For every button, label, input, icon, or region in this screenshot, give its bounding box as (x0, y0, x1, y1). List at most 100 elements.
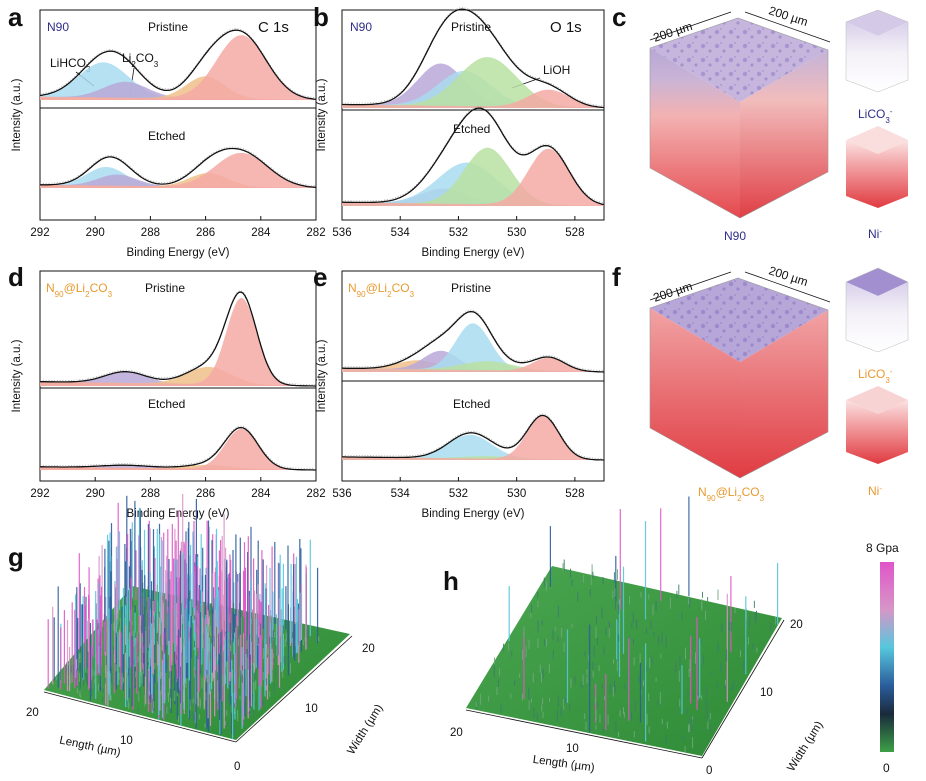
tick-label: 10 (760, 687, 773, 699)
peak-layer (342, 7, 605, 206)
x-tick-label: 290 (86, 227, 105, 239)
sample-label: N90@Li2CO3 (46, 281, 113, 299)
tick-layer: 536 534 532 530 528 (332, 477, 584, 500)
mini-top-face (846, 10, 908, 36)
colorbar: 8 Gpa 0 (866, 541, 899, 775)
tick-layer: 292 290 288 286 284 282 (30, 477, 326, 500)
mini-top-face (846, 126, 908, 154)
x-tick-label: 288 (141, 227, 160, 239)
raw-data-etched (342, 106, 605, 204)
x-axis-label: Binding Energy (eV) (127, 247, 230, 259)
peak-layer (40, 290, 316, 471)
plot-frame (39, 9, 317, 221)
tof-sims-mini-ni-coated: Ni- (846, 386, 908, 498)
sample-label: N90 (47, 20, 69, 34)
tick-label: 0 (234, 761, 240, 773)
state-label-top: Pristine (451, 20, 491, 34)
x-axis-label: Binding Energy (eV) (422, 508, 525, 520)
fit-envelope-pristine (342, 310, 605, 373)
peak-pristine-3 (342, 89, 604, 108)
x-axis-label: Binding Energy (eV) (422, 247, 525, 259)
width-axis (701, 619, 785, 759)
dimension-label: 200 µm (767, 263, 810, 289)
peak-pristine-2 (342, 57, 604, 108)
fit-envelope-etched (40, 147, 317, 189)
x-tick-label: 528 (565, 488, 584, 500)
peak-etched-1 (40, 174, 316, 188)
dimension-arrow (744, 271, 831, 303)
tof-sims-cube-n90: 200 µm 200 µm N90 (649, 3, 831, 243)
x-tick-label: 292 (30, 227, 49, 239)
cube-top-texture (650, 18, 828, 102)
cube-left-face (650, 308, 740, 478)
ion-label: LiCO3- (858, 367, 893, 385)
raw-data-pristine (39, 28, 317, 99)
mini-outline (845, 9, 909, 93)
cube-outline (649, 277, 829, 479)
peak-etched-3 (342, 148, 604, 206)
xps-plot-b: N90 Pristine O 1s LiOH Etched 536 534 532 5… (316, 7, 605, 259)
panel-label-b: b (313, 2, 329, 32)
spike-layer (47, 493, 320, 739)
x-tick-label: 530 (507, 488, 526, 500)
colorbar-min-label: 0 (883, 761, 890, 775)
tick-label: 0 (706, 765, 712, 777)
tick-label: 20 (450, 727, 463, 739)
mini-right-face (878, 400, 908, 464)
cube-caption: N90@Li2CO3 (698, 485, 765, 503)
sample-label: N90@Li2CO3 (348, 281, 415, 299)
tof-sims-cube-coated: 200 µm 200 µm N90@Li2CO3 (649, 263, 831, 503)
dimension-arrow (744, 11, 831, 43)
x-tick-label: 534 (391, 488, 411, 500)
x-tick-label: 282 (306, 227, 325, 239)
spectrum-label: O 1s (550, 19, 582, 36)
surface-base (466, 566, 782, 756)
panel-label-d: d (8, 262, 24, 292)
x-tick-label: 536 (332, 488, 351, 500)
x-tick-label: 282 (306, 488, 325, 500)
peak-etched-3 (40, 152, 316, 188)
panel-label-g: g (8, 542, 24, 572)
ion-label: Ni- (868, 227, 882, 242)
plot-frame (39, 270, 317, 482)
peak-etched-0 (342, 434, 604, 460)
x-tick-label: 284 (251, 227, 271, 239)
raw-data-etched (342, 413, 605, 459)
x-tick-label: 290 (86, 488, 105, 500)
y-axis-label: Width (µm) (785, 719, 825, 773)
cube-left-face (650, 48, 740, 218)
cube-caption: N90 (724, 229, 746, 243)
colorbar-max-label: 8 Gpa (866, 541, 899, 555)
tick-label: 10 (305, 703, 318, 715)
x-tick-label: 286 (196, 488, 215, 500)
mini-right-face (878, 22, 908, 92)
y-axis-label: Width (µm) (345, 702, 385, 756)
x-tick-label: 286 (196, 227, 215, 239)
dimension-arrow (649, 11, 732, 41)
modulus-map-h: 20 10 0 20 10 Length (µm) Width (µm) (450, 496, 826, 777)
state-label-bottom: Etched (148, 129, 185, 143)
tick-layer: 536 534 532 530 528 (332, 216, 584, 239)
x-tick-label: 534 (391, 227, 411, 239)
state-label-bottom: Etched (148, 397, 185, 411)
peak-pristine-1 (342, 350, 604, 372)
plot-frame (341, 9, 605, 221)
annotation-li2co3: Li2CO3 (122, 51, 159, 69)
ion-label: LiCO3- (858, 107, 893, 125)
mini-outline (845, 267, 909, 353)
state-label-bottom: Etched (453, 122, 490, 136)
x-tick-label: 532 (449, 227, 468, 239)
x-tick-label: 528 (565, 227, 584, 239)
raw-data-pristine (40, 290, 316, 385)
dimension-label: 200 µm (767, 3, 810, 29)
mini-left-face (846, 400, 878, 464)
tof-sims-mini-ni-n90: Ni- (846, 126, 908, 241)
xps-plot-e: N90@Li2CO3 Pristine Etched 536 534 532 530 5… (316, 270, 605, 520)
xps-plot-d: N90@Li2CO3 Pristine Etched 292 290 288 286 2… (11, 270, 326, 520)
peak-etched-2 (40, 428, 316, 470)
spectrum-label: C 1s (258, 19, 289, 36)
x-axis-label: Length (µm) (532, 754, 595, 775)
tick-label: 10 (120, 735, 133, 747)
colorbar-gradient (880, 562, 894, 752)
